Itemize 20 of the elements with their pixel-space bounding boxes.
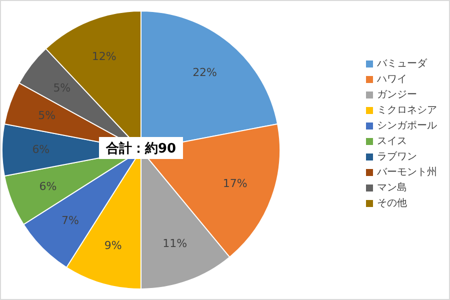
data-label: 6% bbox=[39, 180, 57, 193]
data-label: 11% bbox=[162, 237, 188, 250]
data-label: 12% bbox=[92, 50, 116, 63]
data-label: 22% bbox=[192, 66, 218, 79]
legend-label: ラブワン bbox=[377, 150, 417, 163]
data-label: 17% bbox=[222, 176, 248, 190]
legend-label: マン島 bbox=[377, 182, 407, 194]
legend-label: スイス bbox=[377, 136, 407, 148]
legend-label: ミクロネシア bbox=[377, 105, 437, 116]
legend-label: ハワイ bbox=[376, 74, 407, 86]
legend-label: バーモント州 bbox=[376, 166, 437, 178]
data-label: 5% bbox=[38, 109, 56, 122]
text: 合計：約90 bbox=[104, 140, 176, 157]
legend-label: バミューダ bbox=[376, 58, 428, 70]
data-label: 6% bbox=[32, 143, 50, 156]
legend-label: ガンジー bbox=[377, 90, 417, 101]
legend-label: シンガポール bbox=[377, 120, 437, 132]
data-label: 9% bbox=[104, 239, 122, 252]
data-label: 7% bbox=[62, 214, 79, 227]
legend-label: その他 bbox=[377, 197, 407, 210]
